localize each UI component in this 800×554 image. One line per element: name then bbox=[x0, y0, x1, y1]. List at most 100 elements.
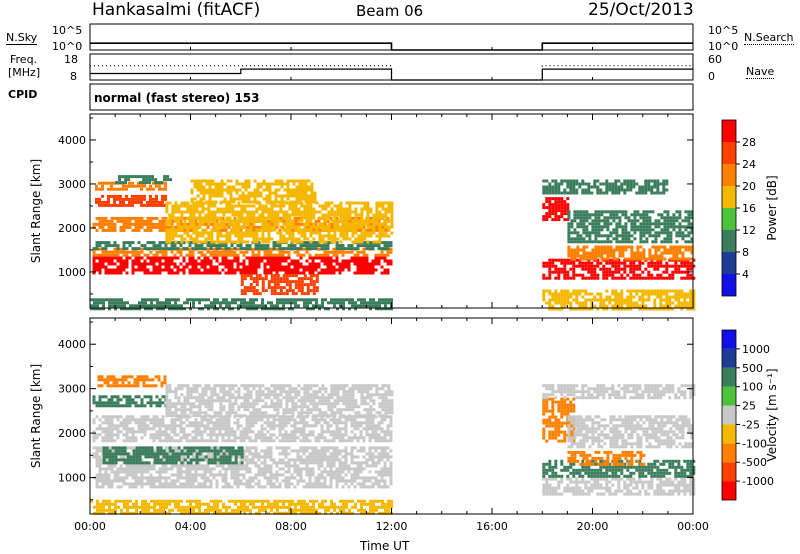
power-cell bbox=[168, 298, 171, 302]
power-cell bbox=[576, 245, 580, 249]
power-cell bbox=[575, 292, 579, 296]
velocity-cell bbox=[326, 485, 330, 489]
power-cell bbox=[375, 207, 379, 211]
power-cell bbox=[339, 301, 342, 305]
power-cell bbox=[305, 259, 309, 263]
power-cell bbox=[161, 187, 164, 191]
power-cell bbox=[143, 253, 147, 257]
power-cell bbox=[639, 257, 643, 261]
power-cell bbox=[146, 247, 150, 251]
power-cell bbox=[363, 234, 367, 238]
power-cell bbox=[608, 298, 612, 302]
power-cell bbox=[324, 219, 328, 223]
power-cell bbox=[590, 304, 594, 308]
power-cell bbox=[255, 289, 259, 293]
power-cell bbox=[656, 179, 660, 183]
power-cell bbox=[240, 283, 244, 287]
power-cell bbox=[257, 250, 261, 254]
velocity-cell bbox=[155, 476, 159, 480]
power-cell bbox=[366, 210, 370, 214]
power-cell bbox=[224, 262, 228, 266]
power-cell bbox=[122, 250, 126, 254]
power-cell bbox=[167, 247, 171, 251]
velocity-cell bbox=[140, 458, 144, 462]
power-cell bbox=[687, 245, 691, 249]
power-cell bbox=[345, 207, 349, 211]
velocity-cell bbox=[290, 482, 294, 486]
power-cell bbox=[332, 271, 336, 275]
power-cell bbox=[668, 298, 672, 302]
power-cell bbox=[315, 228, 319, 232]
power-cell bbox=[668, 301, 672, 305]
power-cell bbox=[333, 301, 336, 305]
velocity-cell bbox=[266, 446, 270, 450]
power-cell bbox=[203, 256, 207, 260]
power-cell bbox=[213, 240, 217, 244]
power-cell bbox=[675, 210, 679, 214]
power-cell bbox=[359, 268, 363, 272]
power-cell bbox=[644, 307, 648, 311]
power-cell bbox=[581, 295, 585, 299]
power-cell bbox=[303, 207, 307, 211]
power-cell bbox=[566, 197, 570, 201]
velocity-cell bbox=[269, 476, 273, 480]
power-cell bbox=[638, 261, 642, 265]
velocity-cell bbox=[98, 476, 102, 480]
power-cell bbox=[647, 307, 651, 311]
power-cell bbox=[551, 191, 555, 195]
power-cell bbox=[204, 228, 208, 232]
velocity-cell bbox=[173, 446, 177, 450]
power-cell bbox=[143, 244, 147, 248]
velocity-cell bbox=[221, 485, 225, 489]
power-cell bbox=[213, 228, 217, 232]
power-cell bbox=[236, 268, 240, 272]
velocity-cell bbox=[266, 482, 270, 486]
power-cell bbox=[366, 204, 370, 208]
velocity-cell bbox=[311, 485, 315, 489]
power-cell bbox=[593, 304, 597, 308]
power-cell bbox=[597, 234, 601, 238]
power-cell bbox=[242, 253, 246, 257]
power-cell bbox=[180, 304, 183, 308]
power-cell bbox=[282, 222, 286, 226]
velocity-cell bbox=[311, 473, 315, 477]
velocity-cell bbox=[119, 476, 123, 480]
power-cell bbox=[554, 276, 558, 280]
power-cell bbox=[617, 301, 621, 305]
power-cell bbox=[620, 307, 624, 311]
velocity-cell bbox=[329, 446, 333, 450]
power-cell bbox=[342, 298, 345, 302]
power-cell bbox=[226, 179, 230, 183]
power-cell bbox=[381, 228, 385, 232]
power-cell bbox=[674, 289, 678, 293]
power-cell bbox=[258, 237, 262, 241]
power-cell bbox=[252, 304, 255, 308]
power-cell bbox=[255, 216, 259, 220]
power-cell bbox=[281, 225, 285, 229]
power-cell bbox=[300, 201, 304, 205]
power-cell bbox=[354, 216, 358, 220]
power-cell bbox=[615, 257, 619, 261]
power-cell bbox=[599, 298, 603, 302]
power-cell bbox=[99, 301, 102, 305]
power-cell bbox=[573, 219, 577, 223]
power-cell bbox=[351, 301, 354, 305]
power-cell bbox=[548, 301, 552, 305]
power-cell bbox=[662, 188, 666, 192]
power-cell bbox=[191, 268, 195, 272]
power-cell bbox=[268, 188, 272, 192]
power-cell bbox=[312, 274, 316, 278]
power-cell bbox=[605, 179, 609, 183]
power-cell bbox=[389, 241, 393, 245]
power-cell bbox=[168, 307, 171, 311]
power-cell bbox=[120, 298, 123, 302]
power-cell bbox=[136, 175, 140, 179]
velocity-cell bbox=[98, 479, 102, 483]
velocity-cell bbox=[176, 476, 180, 480]
velocity-cell bbox=[263, 449, 267, 453]
velocity-cell bbox=[287, 467, 291, 471]
power-cell bbox=[107, 222, 111, 226]
power-cell bbox=[362, 271, 366, 275]
velocity-cell bbox=[236, 467, 240, 471]
